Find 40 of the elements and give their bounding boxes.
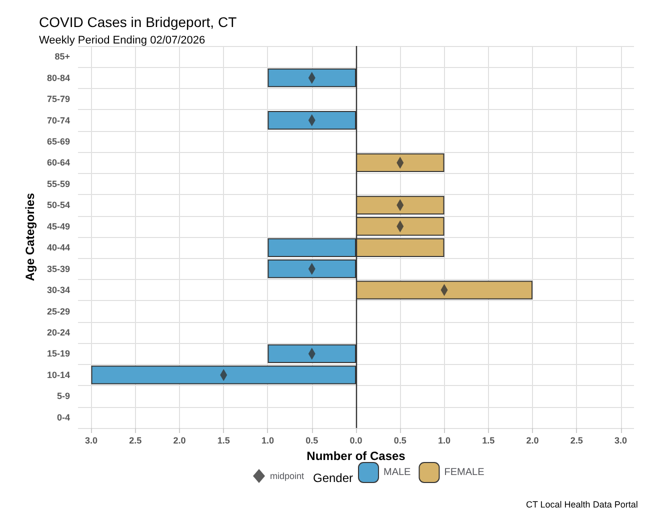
y-tick-label: 70-74 <box>46 115 70 126</box>
x-tick-label: 3.0 <box>84 436 98 446</box>
y-tick-label: 30-34 <box>46 285 70 296</box>
chart-subtitle: Weekly Period Ending 02/07/2026 <box>39 34 206 46</box>
y-tick-label: 15-19 <box>46 348 70 359</box>
y-tick-label: 45-49 <box>46 221 70 232</box>
legend-title: Gender <box>313 471 354 485</box>
y-tick-label: 0-4 <box>56 412 70 422</box>
x-tick-label: 0.5 <box>306 436 318 446</box>
y-tick-label: 35-39 <box>46 264 70 274</box>
y-tick-label: 20-24 <box>46 328 70 338</box>
chart-title: COVID Cases in Bridgeport, CT <box>39 14 238 30</box>
y-tick-label: 25-29 <box>46 306 70 316</box>
x-tick-label: 1.0 <box>261 436 274 446</box>
x-tick-label: 2.0 <box>526 436 539 446</box>
x-tick-label: 3.0 <box>614 436 628 446</box>
x-axis-title: Number of Cases <box>306 449 406 463</box>
y-tick-label: 5-9 <box>56 391 70 402</box>
y-tick-label: 10-14 <box>46 370 70 380</box>
y-tick-label: 60-64 <box>46 158 70 168</box>
legend-label: MALE <box>384 467 412 478</box>
legend-label: FEMALE <box>444 467 485 478</box>
x-tick-label: 0.5 <box>394 436 406 446</box>
y-tick-label: 85+ <box>54 52 70 62</box>
x-tick-label: 2.5 <box>570 436 583 446</box>
legend-label: midpoint <box>270 471 305 481</box>
y-tick-label: 80-84 <box>46 72 70 83</box>
y-tick-label: 40-44 <box>46 242 70 253</box>
x-tick-label: 1.5 <box>482 436 495 446</box>
x-tick-label: 2.0 <box>173 436 186 446</box>
x-tick-label: 1.0 <box>438 436 451 446</box>
y-tick-label: 75-79 <box>46 94 70 104</box>
x-tick-label: 0.0 <box>350 436 362 446</box>
x-tick-label: 1.5 <box>217 436 230 446</box>
text: CT Local Health Data Portal <box>526 500 638 510</box>
y-axis-title: Age Categories <box>23 192 38 282</box>
x-tick-label: 2.5 <box>129 436 142 446</box>
y-tick-label: 65-69 <box>46 136 70 146</box>
y-tick-label: 55-59 <box>46 178 70 189</box>
y-tick-label: 50-54 <box>46 200 70 210</box>
